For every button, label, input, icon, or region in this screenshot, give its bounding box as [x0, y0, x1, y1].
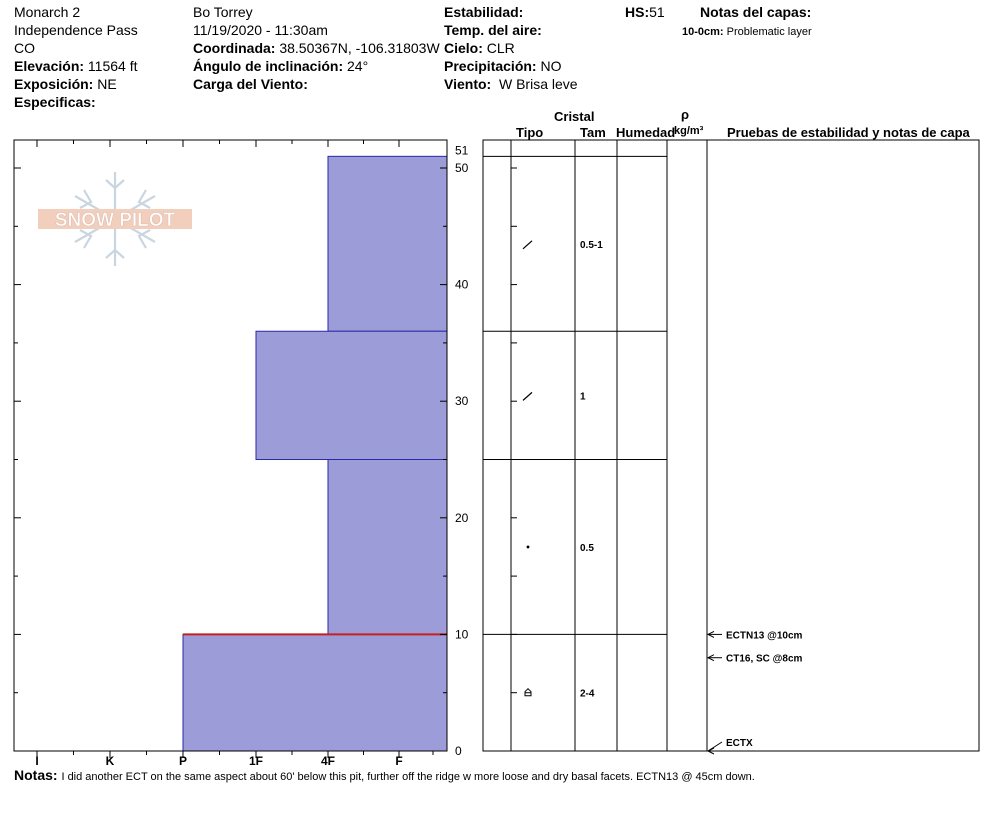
- hardness-bar-2: [327, 459, 448, 635]
- precipitation: Precipitación: NO: [444, 58, 561, 74]
- region: Independence Pass: [14, 22, 138, 38]
- layer-note-text: Problematic layer: [726, 26, 812, 38]
- moisture-header: Humedad: [616, 125, 676, 140]
- size-header: Tam: [580, 125, 606, 140]
- depth-label-50: 50: [455, 161, 469, 175]
- notes: Notas: I did another ECT on the same asp…: [14, 767, 755, 785]
- aspect-label: Exposición:: [14, 76, 94, 92]
- stability-label: Estabilidad:: [444, 4, 524, 20]
- depth-label-10: 10: [455, 627, 469, 641]
- wind-label: Viento:: [444, 76, 492, 92]
- depth-label-0: 0: [455, 744, 462, 758]
- stability-test-1: CT16, SC @8cm: [726, 654, 803, 665]
- grain-size-1: 1: [580, 391, 586, 402]
- test-arrowhead-1: [706, 654, 715, 662]
- stability-test-0: ECTN13 @10cm: [726, 630, 803, 641]
- logo-banner: [38, 209, 192, 229]
- precip-value: NO: [540, 58, 562, 74]
- layer-notes-label: Notas del capas:: [700, 4, 812, 20]
- logo-text: SNOW PILOT: [55, 210, 176, 231]
- tests-header: Pruebas de estabilidad y notas de capa: [727, 125, 970, 140]
- notes-text: I did another ECT on the same aspect abo…: [61, 771, 755, 783]
- slope-angle: Ángulo de inclinación: 24°: [193, 58, 368, 74]
- hardness-bar-1: [255, 330, 448, 460]
- grain-type-2: [526, 545, 530, 549]
- hardness-label-K: K: [106, 754, 115, 768]
- density-unit-header: kg/m³: [674, 125, 704, 137]
- depth-label-20: 20: [455, 511, 469, 525]
- depth-label-30: 30: [455, 394, 469, 408]
- crystal-header: Cristal: [554, 109, 595, 124]
- sky-value: CLR: [486, 40, 515, 56]
- grain-type-1: [522, 391, 533, 401]
- snowpilot-logo: SNOW PILOT: [38, 172, 192, 266]
- hs-value: 51: [649, 4, 665, 20]
- wind: Viento: W Brisa leve: [444, 76, 578, 92]
- state: CO: [14, 40, 35, 56]
- layer-table-frame: [482, 139, 980, 752]
- hs-label: HS:: [625, 4, 650, 20]
- coord-value: 38.50367N, -106.31803W: [279, 40, 440, 56]
- aspect-value: NE: [97, 76, 117, 92]
- air-temp-label: Temp. del aire:: [444, 22, 542, 38]
- elevation-value: 11564 ft: [87, 58, 138, 74]
- stability-test-2: ECTX: [726, 738, 753, 749]
- wind-load-label: Carga del Viento:: [193, 76, 308, 92]
- hardness-bar-0: [327, 155, 448, 332]
- coord-label: Coordinada:: [193, 40, 276, 56]
- hardness-label-I: I: [35, 754, 38, 768]
- grain-type-0: [522, 240, 533, 250]
- sky: Cielo: CLR: [444, 40, 515, 56]
- layer-note: 10-0cm: Problematic layer: [682, 24, 812, 40]
- coordinates: Coordinada: 38.50367N, -106.31803W: [193, 40, 440, 56]
- notes-label: Notas:: [14, 767, 58, 783]
- grain-type-3: [524, 687, 532, 697]
- layer-note-depth: 10-0cm:: [682, 26, 724, 38]
- precip-label: Precipitación:: [444, 58, 537, 74]
- location-name: Monarch 2: [14, 4, 81, 20]
- hardness-label-F: F: [395, 754, 402, 768]
- sky-label: Cielo:: [444, 40, 483, 56]
- datetime: 11/19/2020 - 11:30am: [193, 22, 328, 38]
- type-header: Tipo: [516, 125, 544, 140]
- grain-size-3: 2-4: [580, 689, 595, 700]
- profile-frame: [13, 139, 448, 752]
- hardness-label-1F: 1F: [249, 754, 263, 768]
- elevation-label: Elevación:: [14, 58, 85, 74]
- hardness-bar-3: [182, 633, 448, 752]
- aspect: Exposición: NE: [14, 76, 117, 92]
- slope-label: Ángulo de inclinación:: [193, 58, 344, 74]
- depth-label-top: 51: [455, 143, 469, 157]
- depth-label-40: 40: [455, 278, 469, 292]
- grain-size-2: 0.5: [580, 543, 594, 554]
- hs: HS:51: [625, 4, 665, 20]
- hardness-label-4F: 4F: [321, 754, 335, 768]
- test-arrowhead-2: [706, 747, 715, 755]
- test-arrowhead-0: [706, 630, 715, 638]
- grain-size-0: 0.5-1: [580, 240, 603, 251]
- observer: Bo Torrey: [193, 4, 253, 20]
- hardness-label-P: P: [179, 754, 187, 768]
- rho-header: ρ: [681, 107, 690, 122]
- slope-value: 24°: [347, 58, 369, 74]
- wind-value: W Brisa leve: [498, 76, 578, 92]
- specifics-label: Especificas:: [14, 94, 96, 110]
- elevation: Elevación: 11564 ft: [14, 58, 137, 74]
